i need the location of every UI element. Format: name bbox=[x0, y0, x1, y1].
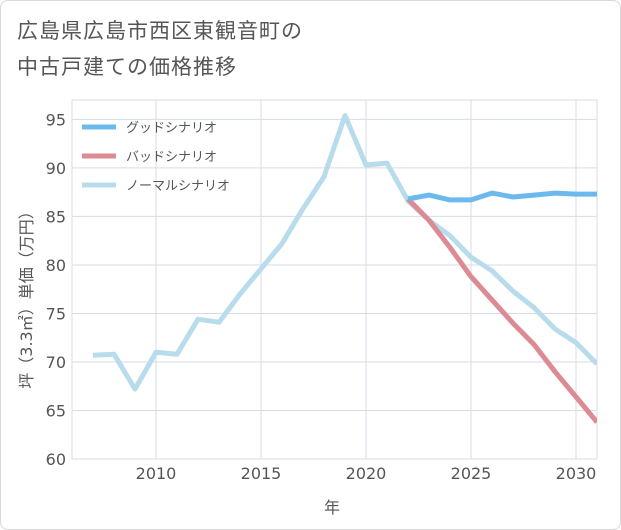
y-tick-label: 90 bbox=[46, 159, 66, 178]
x-axis-title: 年 bbox=[324, 498, 340, 517]
x-tick-label: 2010 bbox=[136, 464, 177, 483]
series-line-good bbox=[407, 190, 597, 203]
series-lines bbox=[92, 113, 597, 424]
y-tick-label: 95 bbox=[46, 110, 66, 129]
x-tick-label: 2030 bbox=[556, 464, 597, 483]
x-tick-label: 2025 bbox=[451, 464, 492, 483]
legend-label-normal: ノーマルシナリオ bbox=[126, 179, 230, 194]
y-axis-ticks: 60 65 70 75 80 85 90 95 bbox=[46, 110, 66, 469]
legend-label-bad: バッドシナリオ bbox=[126, 150, 217, 165]
x-tick-label: 2015 bbox=[241, 464, 282, 483]
legend-label-good: グッドシナリオ bbox=[126, 121, 217, 136]
y-tick-label: 70 bbox=[46, 353, 66, 372]
y-tick-label: 80 bbox=[46, 256, 66, 275]
x-tick-label: 2020 bbox=[346, 464, 387, 483]
y-tick-label: 60 bbox=[46, 450, 66, 469]
y-tick-label: 85 bbox=[46, 207, 66, 226]
series-line-normal bbox=[92, 113, 597, 392]
chart-title: 広島県広島市西区東観音町の 中古戸建ての価格推移 bbox=[17, 13, 303, 85]
x-axis-ticks: 2010 2015 2020 2025 2030 bbox=[136, 464, 597, 483]
series-line-bad bbox=[406, 197, 597, 424]
chart-title-line-1: 広島県広島市西区東観音町の bbox=[17, 19, 303, 43]
y-tick-label: 75 bbox=[46, 304, 66, 323]
y-axis-title: 坪（3.3㎡）単価（万円） bbox=[17, 203, 36, 388]
chart-title-line-2: 中古戸建ての価格推移 bbox=[17, 55, 237, 79]
y-tick-label: 65 bbox=[46, 401, 66, 420]
